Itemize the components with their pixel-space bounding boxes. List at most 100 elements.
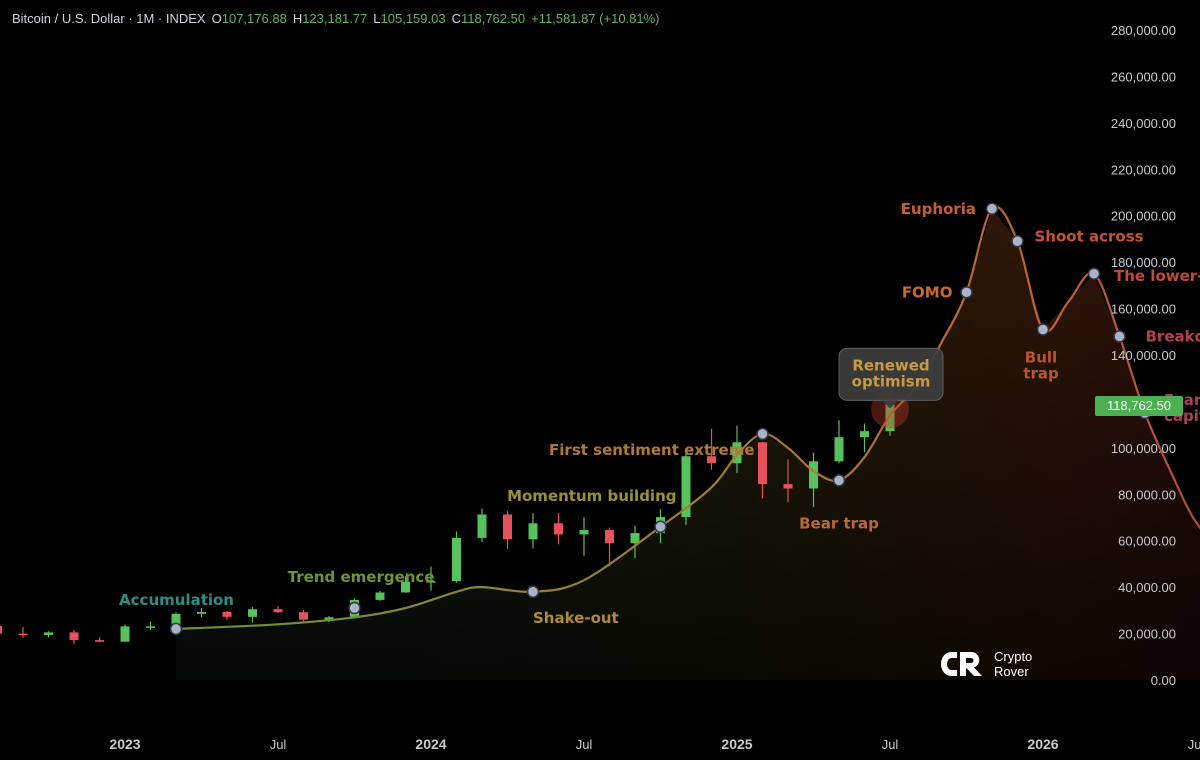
- candle-body: [630, 533, 640, 544]
- candle-body: [401, 581, 410, 593]
- phase-marker-first-sentiment-extreme: [756, 427, 769, 441]
- candle-body: [554, 523, 563, 535]
- open-value: 107,176.88: [221, 11, 287, 26]
- candle-2022-10: [44, 631, 53, 638]
- phase-label-line: Breakdown: [1146, 327, 1200, 345]
- phase-label-breakdown: Breakdown: [1146, 327, 1200, 345]
- crypto-rover-logo-icon: [941, 652, 982, 676]
- change-value: +11,581.87 (+10.81%): [531, 11, 660, 26]
- candle-2024-06: [554, 513, 563, 545]
- phase-marker-the-lower-high: [1087, 267, 1101, 280]
- phase-marker-shake-out: [526, 585, 540, 599]
- phase-label-the-lower-high: The lower-high: [1114, 267, 1200, 285]
- projection-area: [176, 208, 1200, 680]
- symbol-title: Bitcoin / U.S. Dollar · 1M · INDEX: [12, 11, 206, 26]
- y-tick-label: 160,000.00: [1111, 302, 1176, 317]
- candle-2024-01: [426, 566, 436, 591]
- y-tick-label: 140,000.00: [1111, 348, 1176, 363]
- close-label: C: [451, 11, 461, 26]
- candle-2023-04: [197, 608, 206, 618]
- phase-label-momentum-building: Momentum building: [507, 487, 676, 505]
- crypto-rover-logo: Crypto Rover: [940, 648, 1032, 680]
- candle-body: [452, 537, 461, 582]
- candle-2024-03: [477, 508, 487, 543]
- candle-body: [809, 461, 818, 489]
- candle-2023-01: [120, 624, 130, 642]
- phase-label-line: Trend emergence: [288, 568, 435, 586]
- logo-line-1: Crypto: [994, 649, 1033, 664]
- y-tick-label: 80,000.00: [1118, 487, 1176, 502]
- phase-label-line: trap: [1023, 364, 1059, 382]
- candle-2025-01: [732, 425, 742, 473]
- y-tick-label: 0.00: [1151, 673, 1176, 688]
- y-tick-label: 260,000.00: [1111, 69, 1176, 84]
- candle-body: [605, 530, 614, 544]
- phase-marker-bull-trap: [1036, 323, 1050, 336]
- candle-body: [426, 581, 436, 583]
- candle-body: [18, 633, 28, 636]
- candle-2022-09: [18, 627, 28, 638]
- candle-body: [44, 632, 53, 635]
- callout-pointer: [882, 400, 898, 409]
- phase-label-line: Shake-out: [533, 609, 619, 627]
- candles: [0, 394, 895, 645]
- phase-marker-bear-trap: [832, 474, 846, 487]
- candle-2024-11: [681, 448, 691, 525]
- x-tick-label: 2023: [109, 736, 140, 752]
- y-tick-label: 240,000.00: [1111, 116, 1176, 131]
- phase-label-bear-trap: Bear trap: [799, 514, 879, 532]
- candle-2025-03: [783, 459, 793, 503]
- phase-label-line: Momentum building: [507, 487, 676, 505]
- candle-body: [375, 592, 385, 600]
- phase-label-accumulation: Accumulation: [119, 591, 234, 609]
- candle-2023-05: [222, 610, 232, 620]
- phase-labels: Accumulation Trend emergence Momentum buil…: [119, 200, 1200, 627]
- high-label: H: [292, 11, 303, 26]
- phase-label-bull-trap: Bull trap: [1023, 348, 1059, 382]
- symbol-header[interactable]: Bitcoin / U.S. Dollar · 1M · INDEX O107,1…: [12, 11, 660, 26]
- candle-body: [834, 437, 844, 462]
- phase-label-line: Shoot across: [1035, 227, 1144, 245]
- candle-body: [885, 404, 895, 432]
- y-tick-label: 200,000.00: [1111, 209, 1176, 224]
- candle-body: [0, 625, 2, 634]
- phase-marker-shoot-across: [1011, 235, 1024, 248]
- candle-body: [503, 514, 512, 540]
- candle-2023-12: [401, 576, 410, 593]
- logo-line-2: Rover: [994, 664, 1029, 679]
- x-tick-label: Jul: [1188, 737, 1200, 752]
- candle-body: [783, 484, 793, 489]
- candle-2025-05: [834, 420, 844, 464]
- candle-2023-06: [248, 607, 257, 623]
- candle-2023-02: [146, 621, 155, 631]
- candle-2024-02: [452, 531, 461, 583]
- candle-2025-06: [860, 423, 869, 453]
- phase-label-line: First sentiment extreme: [549, 441, 754, 459]
- candle-body: [732, 442, 742, 464]
- phase-marker-breakdown: [1113, 330, 1126, 343]
- candle-2025-02: [758, 442, 767, 499]
- x-tick-label: Jul: [882, 737, 899, 752]
- open-label: O: [211, 11, 222, 26]
- candle-body: [579, 530, 589, 535]
- phase-label-line: optimism: [852, 372, 931, 390]
- phase-marker-trend-emergence: [348, 601, 361, 615]
- y-tick-label: 180,000.00: [1111, 255, 1176, 270]
- candle-body: [324, 617, 334, 620]
- phase-label-first-sentiment-extreme: First sentiment extreme: [549, 441, 754, 459]
- last-price-badge: 118,762.50: [1095, 396, 1183, 416]
- phase-label-line: FOMO: [902, 283, 953, 301]
- x-tick-label: 2026: [1027, 736, 1058, 752]
- candle-body: [95, 640, 104, 642]
- phase-marker-euphoria: [985, 202, 999, 215]
- low-label: L: [373, 11, 381, 26]
- candle-body: [273, 609, 283, 613]
- candle-2022-12: [95, 637, 104, 643]
- candle-body: [171, 613, 181, 627]
- candle-body: [707, 456, 716, 464]
- y-tick-label: 40,000.00: [1118, 580, 1176, 595]
- candle-2022-11: [69, 630, 79, 645]
- candle-2024-09: [630, 525, 640, 559]
- candle-2023-08: [299, 609, 308, 622]
